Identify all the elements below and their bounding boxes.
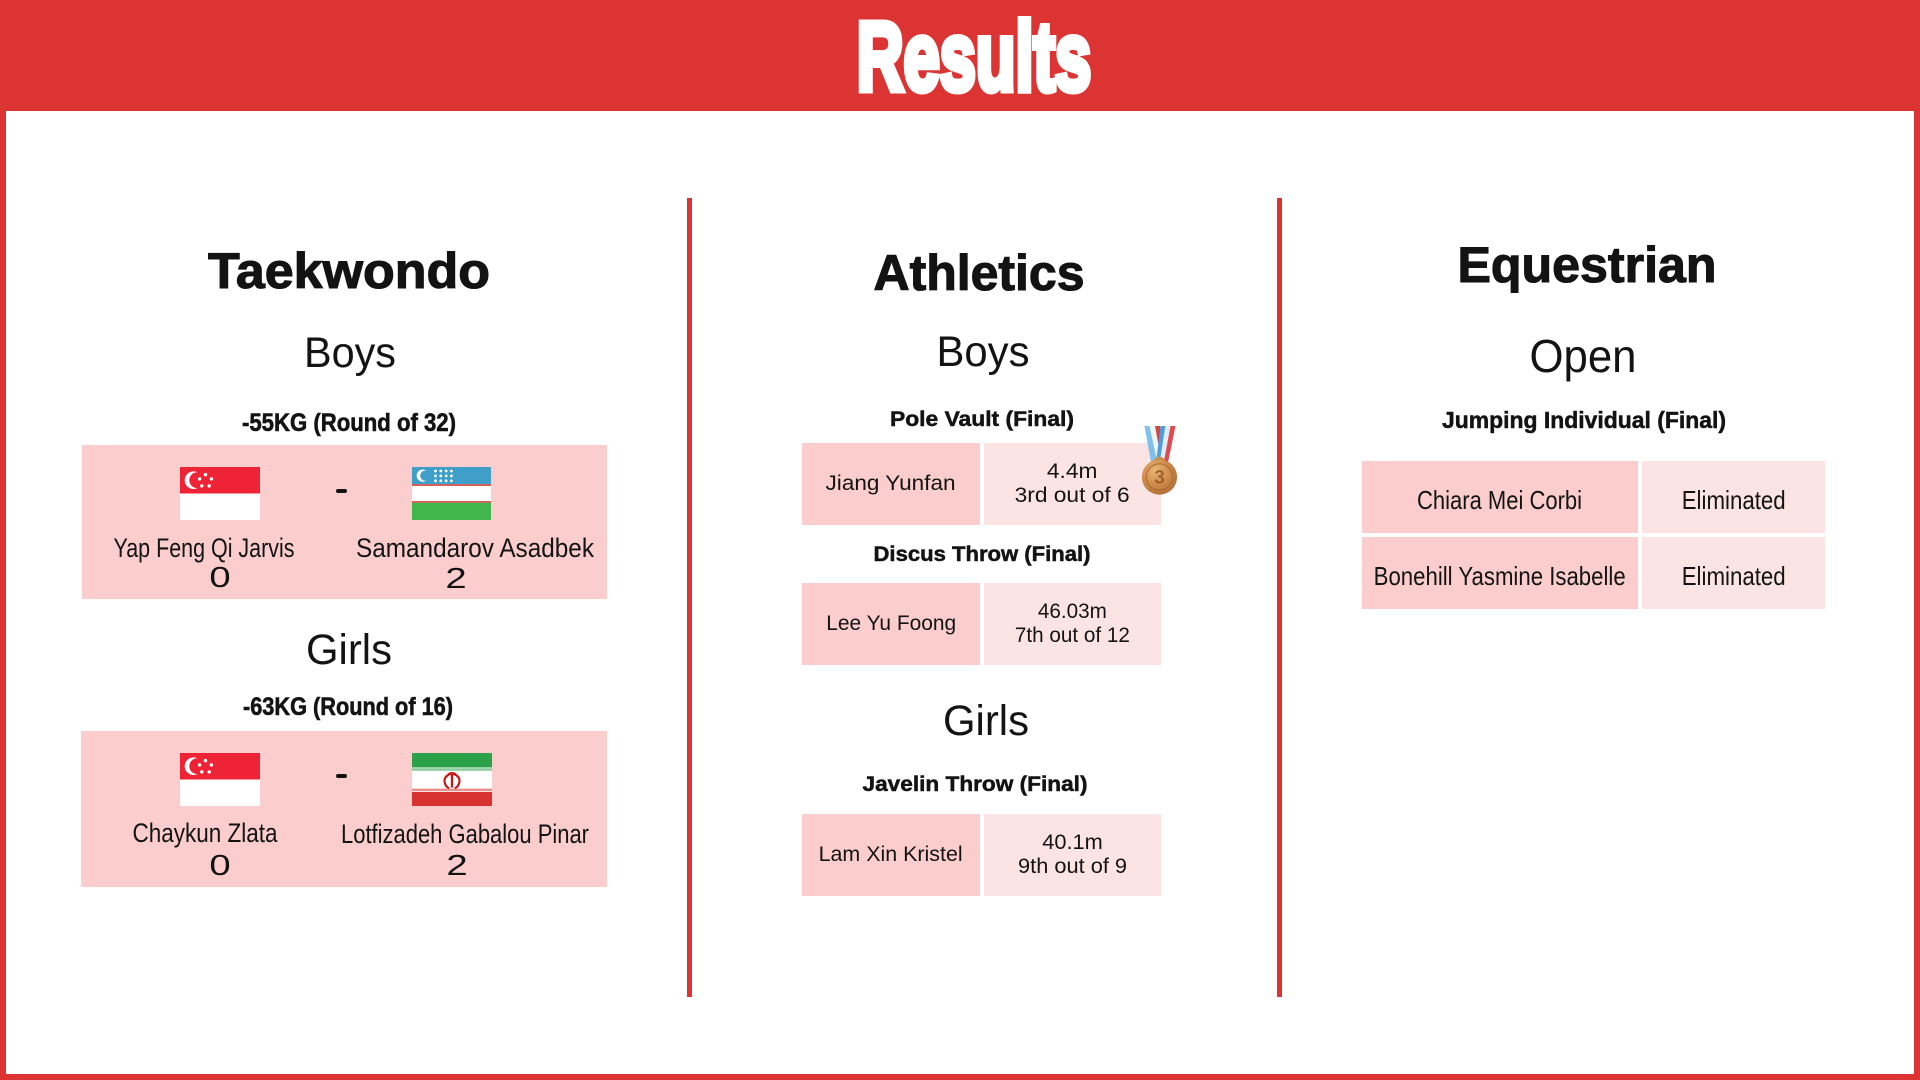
svg-text:3: 3 xyxy=(1154,468,1165,489)
